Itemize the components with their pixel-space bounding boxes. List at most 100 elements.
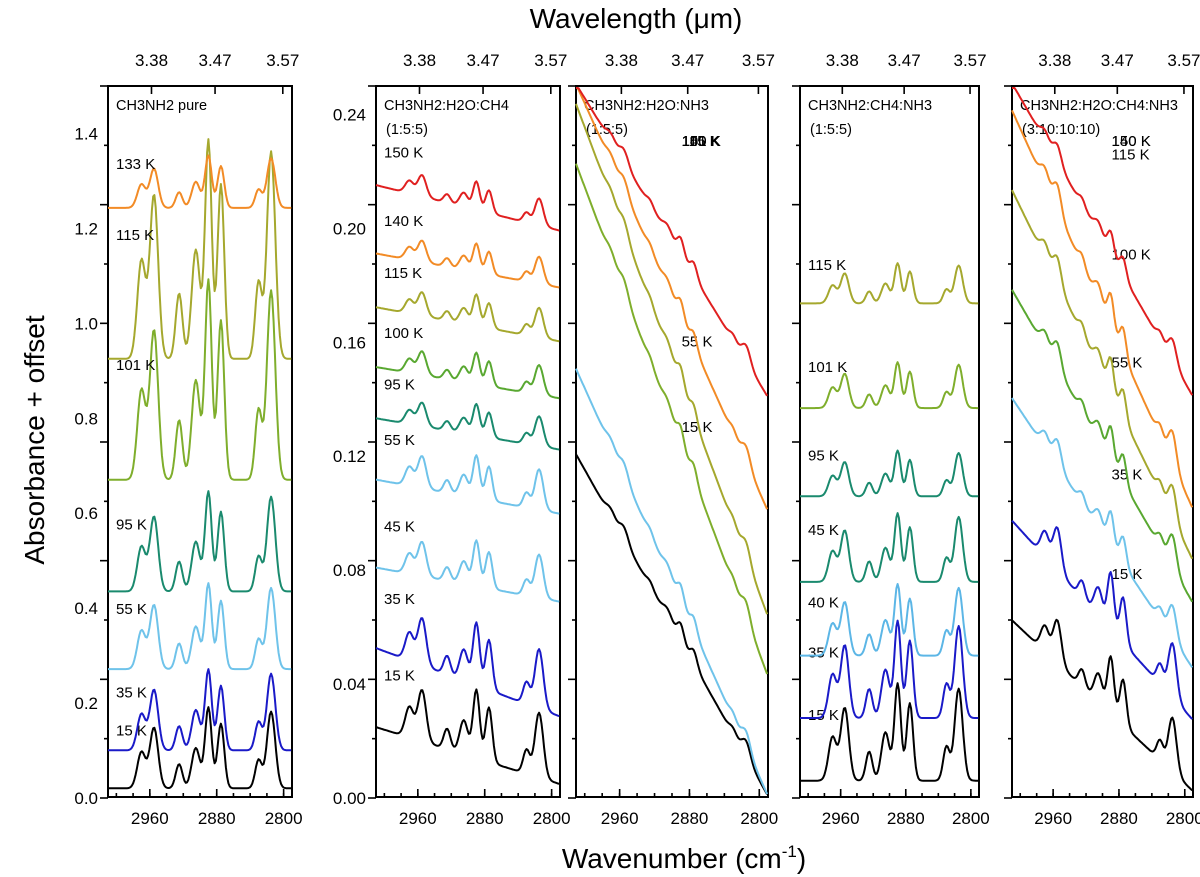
temperature-label: 133 K — [116, 156, 155, 173]
wavelength-tick-label: 3.47 — [1101, 51, 1134, 70]
panel-ratio: (1:5:5) — [810, 122, 852, 138]
spectrum-line — [576, 87, 768, 397]
temperature-label: 95 K — [384, 376, 415, 393]
temperature-label: 35 K — [384, 591, 415, 608]
spectrum-line — [375, 617, 560, 718]
y-tick-label: 0.24 — [333, 105, 366, 124]
wavelength-tick-label: 3.47 — [467, 51, 500, 70]
temperature-label: 150 K — [384, 144, 423, 161]
spectrum-line — [108, 154, 292, 209]
wavelength-tick-label: 3.47 — [671, 51, 704, 70]
temperature-label: 150 K — [682, 133, 721, 150]
wavelength-tick-label: 3.57 — [266, 51, 299, 70]
wavelength-tick-label: 3.38 — [403, 51, 436, 70]
temperature-label: 100 K — [384, 325, 423, 342]
temperature-label: 95 K — [808, 447, 839, 464]
x-tick-label: 2800 — [740, 809, 778, 828]
x-tick-label: 2880 — [466, 809, 504, 828]
spectrum-line — [1011, 189, 1194, 560]
panel-ratio: (3:10:10:10) — [1022, 122, 1100, 138]
panel-label: CH3NH2:CH4:NH3 — [808, 98, 932, 114]
y-tick-label: 0.20 — [333, 219, 366, 238]
spectrum-line — [375, 688, 560, 785]
spectrum-line — [1011, 289, 1194, 603]
temperature-label: 101 K — [116, 357, 155, 374]
temperature-label: 15 K — [116, 723, 147, 740]
x-tick-label: 2800 — [265, 809, 303, 828]
spectrum-line — [800, 449, 979, 498]
temperature-label: 115 K — [116, 227, 154, 244]
x-tick-label: 2880 — [671, 809, 709, 828]
y-axis-title: Absorbance + offset — [19, 315, 50, 565]
spectrum-line — [1011, 519, 1193, 720]
x-tick-label: 2960 — [131, 809, 169, 828]
y-tick-label: 0.8 — [74, 409, 98, 428]
y-tick-label: 0.00 — [333, 789, 366, 808]
temperature-label: 115 K — [808, 257, 846, 274]
temperature-label: 15 K — [682, 419, 713, 436]
temperature-label: 55 K — [1112, 355, 1143, 372]
y-tick-label: 0.08 — [333, 561, 366, 580]
spectrum-line — [1011, 618, 1193, 792]
panel-5: 2960 2880 2800 3.38 3.47 3.57 CH3NH2:H2O:CH4:N… — [1004, 51, 1200, 828]
wavelength-tick-label: 3.57 — [954, 51, 987, 70]
temperature-label: 115 K — [384, 265, 422, 282]
spectrum-line — [108, 582, 292, 671]
y-tick-label: 0.4 — [74, 599, 98, 618]
wavelength-tick-label: 3.38 — [826, 51, 859, 70]
y-tick-label: 0.2 — [74, 694, 98, 713]
spectrum-line — [108, 138, 292, 360]
wavelength-tick-label: 3.57 — [1167, 51, 1200, 70]
spectrum-line — [800, 682, 979, 782]
spectrum-line — [108, 278, 292, 481]
x-tick-label: 2960 — [1034, 809, 1072, 828]
panel-label: CH3NH2:H2O:CH4:NH3 — [1020, 98, 1178, 114]
spectrum-line — [375, 174, 560, 232]
spectrum-line — [800, 619, 979, 719]
panel-label: CH3NH2:H2O:NH3 — [584, 98, 709, 114]
x-tick-label: 2800 — [533, 809, 571, 828]
temperature-label: 45 K — [808, 522, 839, 539]
bottom-axis-title: Wavenumber (cm-1) — [562, 842, 806, 874]
wavelength-tick-label: 3.38 — [1038, 51, 1071, 70]
y-tick-label: 0.0 — [74, 789, 98, 808]
spectrum-line — [375, 350, 560, 400]
top-axis-title: Wavelength (μm) — [530, 3, 743, 34]
x-tick-label: 2880 — [887, 809, 925, 828]
temperature-label: 101 K — [808, 359, 847, 376]
spectrum-line — [575, 163, 769, 675]
temperature-label: 15 K — [1112, 566, 1143, 583]
x-tick-label: 2880 — [198, 809, 236, 828]
y-tick-label: 0.12 — [333, 447, 366, 466]
spectrum-line — [575, 103, 769, 615]
spectrum-line — [375, 539, 560, 603]
spectrum-line — [1012, 87, 1194, 396]
temperature-label: 140 K — [1112, 133, 1151, 150]
temperature-label: 35 K — [116, 685, 147, 702]
wavelength-tick-label: 3.57 — [534, 51, 567, 70]
panel-4: 2960 2880 2800 3.38 3.47 3.57 CH3NH2:CH4:NH3 (1… — [792, 51, 990, 828]
temperature-label: 140 K — [384, 213, 423, 230]
spectrum-line — [375, 454, 560, 515]
x-tick-label: 2960 — [399, 809, 437, 828]
x-tick-label: 2960 — [601, 809, 639, 828]
temperature-label: 40 K — [808, 594, 839, 611]
spectrum-line — [375, 291, 560, 343]
y-tick-label: 1.4 — [74, 124, 98, 143]
panel-2: 2960 2880 2800 3.38 3.47 3.57 0.00 0.04 0.08 0.12… — [333, 51, 571, 828]
y-tick-label: 1.0 — [74, 314, 98, 333]
wavelength-tick-label: 3.57 — [742, 51, 775, 70]
temperature-label: 115 K — [682, 133, 720, 150]
temperature-label: 95 K — [116, 517, 147, 534]
wavelength-tick-label: 3.47 — [199, 51, 232, 70]
y-tick-label: 0.6 — [74, 504, 98, 523]
temperature-label: 115 K — [1112, 147, 1150, 164]
panel-frame — [1011, 85, 1194, 798]
spectrum-line — [108, 490, 292, 593]
y-tick-label: 0.04 — [333, 675, 366, 694]
spectrum-line — [800, 262, 979, 305]
spectrum-line — [108, 706, 292, 790]
temperature-label: 101 K — [682, 133, 721, 150]
